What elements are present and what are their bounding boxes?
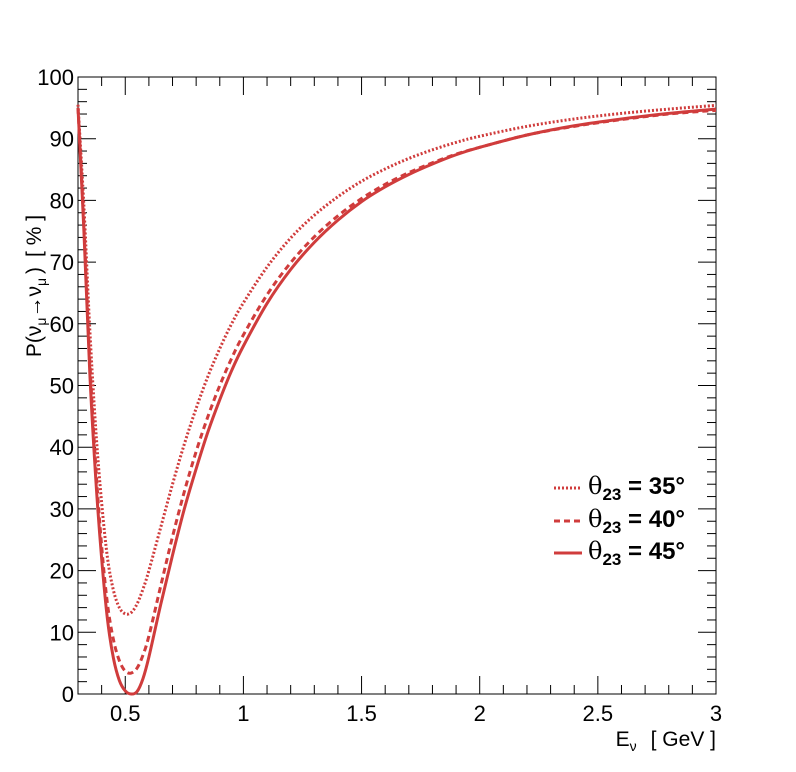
x-tick-label: 1	[237, 701, 249, 726]
y-axis-title-prefix: P(	[23, 336, 46, 357]
y-tick-label: 60	[50, 312, 74, 337]
x-axis-title-main: E	[616, 728, 630, 751]
y-axis-title-sub1: μ	[33, 318, 49, 326]
y-tick-label: 100	[37, 65, 74, 90]
x-tick-label: 2	[474, 701, 486, 726]
x-axis-title: Eν [ GeV ]	[616, 728, 716, 754]
y-tick-label: 0	[62, 682, 74, 707]
plot-frame	[77, 76, 717, 695]
x-axis-title-sub: ν	[630, 738, 637, 754]
y-axis-title-sub2: μ	[33, 278, 49, 286]
y-axis-title-arrow: →	[23, 297, 46, 318]
x-tick-label: 3	[710, 701, 722, 726]
y-tick-label: 40	[50, 435, 74, 460]
y-axis-title-nu1: ν	[23, 326, 46, 337]
y-tick-label: 70	[50, 250, 74, 275]
y-tick-label: 80	[50, 188, 74, 213]
legend: θ23 = 35° θ23 = 40° θ23 = 45°	[554, 472, 685, 569]
x-tick-label: 0.5	[110, 701, 141, 726]
legend-label-45: θ23 = 45°	[588, 537, 685, 569]
y-axis-title-unit: [ % ]	[23, 215, 46, 257]
series-curves	[76, 103, 717, 696]
series-line-1	[76, 107, 717, 675]
y-tick-label: 30	[50, 497, 74, 522]
x-tick-label: 1.5	[346, 701, 377, 726]
x-axis-title-unit: [ GeV ]	[651, 728, 716, 751]
y-tick-label: 20	[50, 559, 74, 584]
axis-ticks	[77, 76, 717, 695]
legend-label-40: θ23 = 40°	[588, 505, 685, 537]
x-tick-label: 2.5	[583, 701, 614, 726]
y-tick-label: 90	[50, 127, 74, 152]
series-line-2	[76, 107, 717, 696]
y-axis-title-nu2: ν	[23, 286, 46, 297]
y-axis-title-close: )	[23, 267, 46, 274]
y-tick-label: 50	[50, 374, 74, 399]
y-axis-title: P(νμ→νμ)[ % ]	[23, 215, 49, 357]
series-line-0	[76, 103, 717, 616]
y-tick-label: 10	[50, 620, 74, 645]
legend-label-35: θ23 = 35°	[588, 472, 685, 504]
